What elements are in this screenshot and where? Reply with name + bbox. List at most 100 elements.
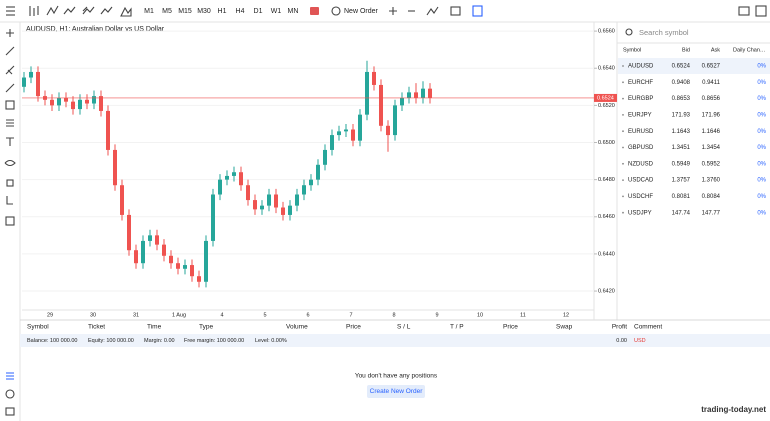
timeframe[interactable]: M5 (162, 8, 172, 15)
candle-body (71, 101, 75, 110)
watchlist-cell[interactable]: 0% (757, 210, 766, 216)
watchlist-cell[interactable]: 0.8081 (672, 194, 691, 200)
y-tick-label: 0.6540 (598, 66, 615, 72)
watchlist-cell[interactable]: AUDUSD (628, 64, 654, 70)
watchlist-cell[interactable]: 1.3757 (672, 178, 691, 184)
watchlist-cell[interactable]: 0.5949 (672, 161, 691, 167)
candle-body (85, 99, 89, 104)
tool-icons[interactable] (389, 5, 767, 17)
row-dot (622, 146, 624, 149)
timeframe[interactable]: H4 (236, 8, 245, 15)
watchlist-cell[interactable]: NZDUSD (628, 161, 654, 167)
timeframe[interactable]: M30 (197, 8, 211, 15)
x-tick-label: 8 (392, 312, 395, 318)
watchlist-cell[interactable]: 1.1646 (702, 129, 721, 135)
watchlist-cell[interactable]: 0.9411 (702, 80, 721, 86)
watchlist-cell[interactable]: 0.8084 (702, 194, 721, 200)
watchlist-cell[interactable]: EURGBP (628, 96, 653, 102)
row-dot (622, 130, 624, 133)
search-placeholder[interactable]: Search symbol (639, 28, 689, 37)
watchlist-cell[interactable]: 0% (757, 194, 766, 200)
y-tick-label: 0.6420 (598, 289, 615, 295)
candle-body (99, 96, 103, 111)
order-icon[interactable] (310, 7, 319, 15)
candle-body (246, 185, 250, 201)
watchlist-cell[interactable]: 0.5952 (702, 161, 721, 167)
positions-header: Type (199, 324, 213, 331)
watchlist-cell[interactable]: EURCHF (628, 80, 653, 86)
new-order-icon[interactable] (331, 6, 341, 16)
watchlist-cell[interactable]: 1.1643 (672, 129, 691, 135)
timeframe[interactable]: M15 (178, 8, 192, 15)
watchlist-cell[interactable]: 0% (757, 96, 766, 102)
candle-body (36, 71, 40, 97)
candle-body (274, 194, 278, 208)
watchlist-cell[interactable]: 0.8653 (672, 96, 691, 102)
x-tick-label: 5 (263, 312, 266, 318)
candle-body (183, 265, 187, 269)
positions-header: Ticket (88, 324, 105, 331)
menu-icon[interactable] (6, 6, 15, 16)
watchlist-cell[interactable]: 0% (757, 178, 766, 184)
watchlist-cell[interactable]: USDJPY (628, 210, 652, 216)
watchlist-cell[interactable]: EURUSD (628, 129, 654, 135)
timeframe[interactable]: H1 (218, 8, 227, 15)
balance-item: Equity: 100 000.00 (88, 338, 134, 344)
watchlist-cell[interactable]: USDCAD (628, 178, 654, 184)
positions-header: S / L (397, 324, 411, 331)
candle-body (92, 96, 96, 104)
watchlist-cell[interactable]: 171.93 (672, 112, 691, 118)
candle-body (29, 71, 33, 78)
watchlist-cell[interactable]: 0% (757, 129, 766, 135)
new-order[interactable]: New Order (344, 8, 379, 15)
candle-body (134, 250, 138, 264)
y-tick-label: 0.6520 (598, 103, 615, 109)
watchlist-cell[interactable]: GBPUSD (628, 145, 654, 151)
candle-body (393, 105, 397, 136)
candle-body (120, 185, 124, 215)
watchlist-cell[interactable]: EURJPY (628, 112, 652, 118)
timeframe[interactable]: W1 (271, 8, 282, 15)
watchlist-cell[interactable]: 1.3454 (702, 145, 721, 151)
candle-body (344, 129, 348, 132)
search-icon[interactable] (625, 28, 633, 36)
row-dot (622, 97, 624, 100)
create-order-label[interactable]: Create New Order (370, 388, 424, 395)
profit: 0.00 (616, 338, 627, 344)
balance-item: Margin: 0.00 (144, 338, 175, 344)
row-dot (622, 162, 624, 165)
watchlist-cell[interactable]: 0.6524 (672, 64, 691, 70)
y-tick-label: 0.6480 (598, 177, 615, 183)
watchlist-cell[interactable]: 0% (757, 161, 766, 167)
candle-body (372, 71, 376, 85)
candle-body (288, 205, 292, 215)
watchlist-cell[interactable]: 0.8656 (702, 96, 721, 102)
watchlist-cell[interactable]: 171.96 (702, 112, 721, 118)
timeframe[interactable]: M1 (144, 8, 154, 15)
watchlist-cell[interactable]: 0.6527 (702, 64, 721, 70)
watchlist-cell[interactable]: 1.3760 (702, 178, 721, 184)
timeframe[interactable]: D1 (254, 8, 263, 15)
candle-body (365, 71, 369, 115)
x-tick-label: 6 (306, 312, 309, 318)
selected-row (618, 58, 770, 74)
watchlist-cell[interactable]: 0% (757, 64, 766, 70)
timeframe[interactable]: MN (288, 8, 299, 15)
watchlist-cell[interactable]: 147.77 (702, 210, 721, 216)
watchlist-cell[interactable]: 0% (757, 145, 766, 151)
chart-type-icons[interactable] (29, 5, 132, 17)
watchlist-cell[interactable]: USDCHF (628, 194, 653, 200)
watchlist-cell[interactable]: 0.9408 (672, 80, 691, 86)
watchlist-cell[interactable]: 0% (757, 80, 766, 86)
candle-body (106, 110, 110, 150)
candle-body (253, 200, 257, 210)
watchlist-cell[interactable]: 1.3451 (672, 145, 691, 151)
x-tick-label: 9 (435, 312, 438, 318)
watchlist-cell[interactable]: 147.74 (672, 210, 691, 216)
left-toolbar[interactable] (4, 29, 16, 416)
create-order-button[interactable] (367, 385, 425, 398)
candle-body (421, 88, 425, 98)
chart-title: AUDUSD, H1: Australian Dollar vs US Doll… (26, 26, 165, 33)
candle-body (78, 99, 82, 110)
watchlist-cell[interactable]: 0% (757, 112, 766, 118)
